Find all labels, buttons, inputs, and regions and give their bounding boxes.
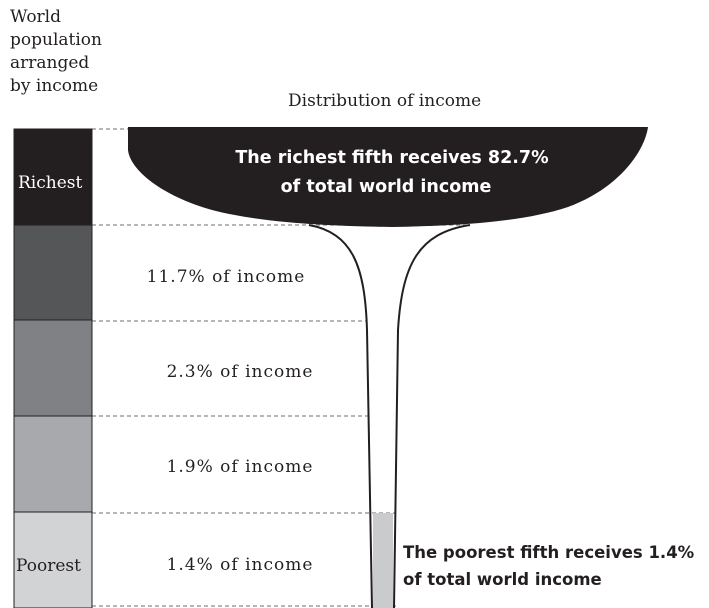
category-label-richest: Richest xyxy=(18,173,82,193)
poorest-fifth-annotation-line1: The poorest fifth receives 1.4% xyxy=(403,543,695,562)
funnel-stem-right-edge xyxy=(393,224,471,608)
income-share-label: 1.9% of income xyxy=(167,457,314,477)
richest-fifth-annotation-line1: The richest fifth receives 82.7% xyxy=(235,148,548,168)
category-label-poorest: Poorest xyxy=(16,556,81,576)
richest-income-bowl xyxy=(128,127,648,227)
population-fifth-bar xyxy=(13,128,93,226)
population-fifth-bar xyxy=(13,224,93,322)
population-axis-title: World population arranged by income xyxy=(10,6,130,98)
poorest-income-bar xyxy=(373,513,393,608)
population-fifth-bar xyxy=(13,319,93,417)
population-title-line: population xyxy=(10,30,102,50)
income-distribution-title: Distribution of income xyxy=(288,91,482,111)
population-title-line: arranged xyxy=(10,53,90,73)
population-fifth-bar xyxy=(13,415,93,513)
population-title-line: by income xyxy=(10,76,99,96)
richest-fifth-annotation-line2: of total world income xyxy=(281,177,492,197)
income-share-label: 2.3% of income xyxy=(167,362,314,382)
population-fifth-bars xyxy=(13,128,93,608)
population-title-line: World xyxy=(10,7,61,27)
income-share-label: 11.7% of income xyxy=(147,267,306,287)
income-share-label: 1.4% of income xyxy=(167,555,314,575)
funnel-stem-left-edge xyxy=(308,224,373,608)
population-fifth-bar xyxy=(13,511,93,608)
poorest-fifth-annotation-line2: of total world income xyxy=(403,570,602,589)
income-funnel xyxy=(128,127,648,608)
